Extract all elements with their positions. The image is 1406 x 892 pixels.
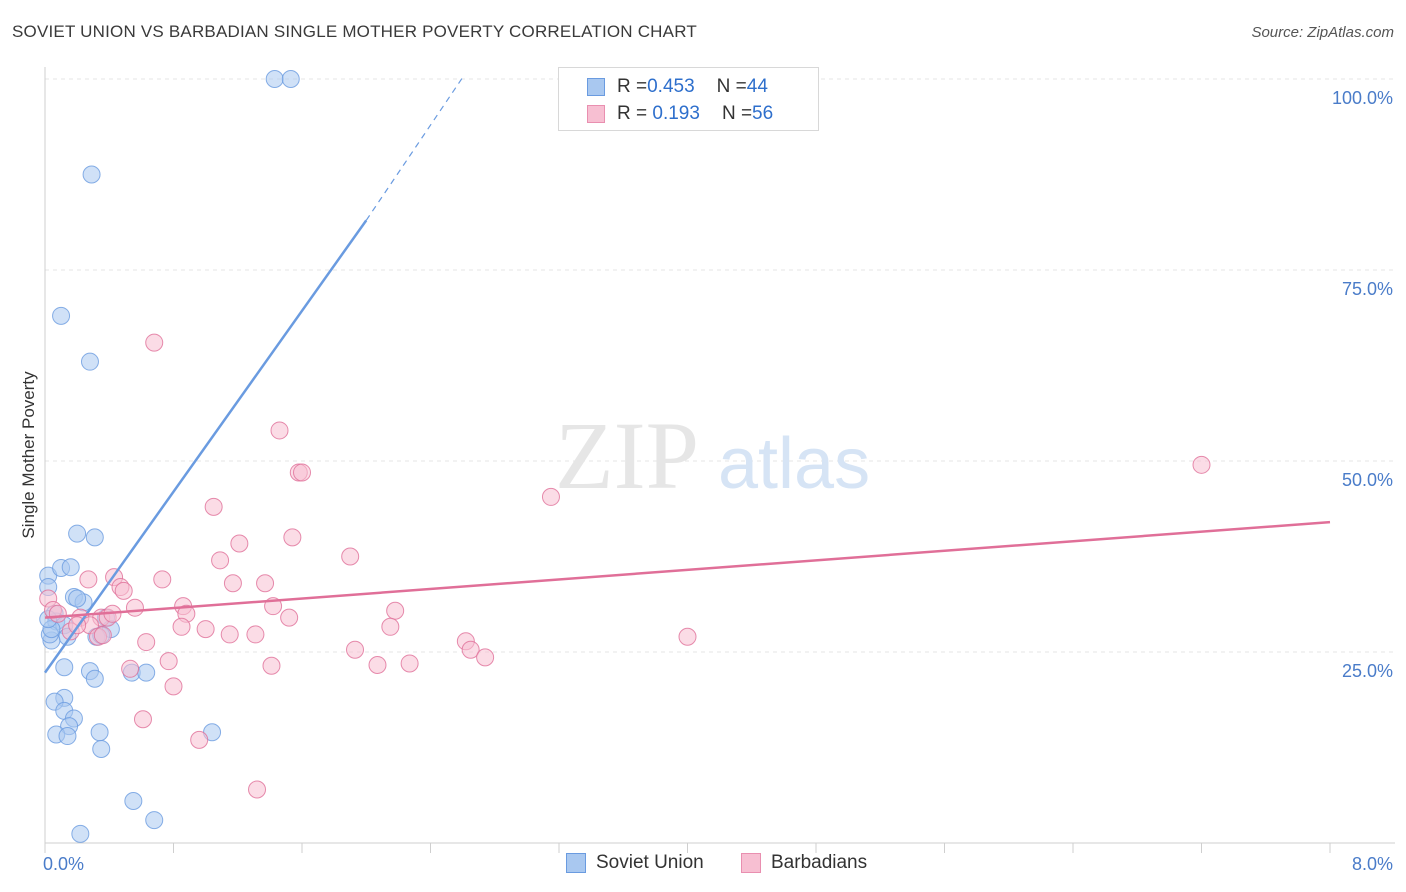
- point-soviet-union-26: [85, 669, 104, 688]
- point-barbadians-7: [230, 534, 249, 553]
- point-barbadians-4: [1192, 455, 1211, 474]
- y-tick-label-2: 50.0%: [1342, 470, 1393, 490]
- bottom-legend-label-soviet-union: Soviet Union: [596, 852, 704, 873]
- point-barbadians-46: [262, 656, 281, 675]
- legend-r-label: R =: [617, 103, 648, 124]
- point-barbadians-51: [133, 710, 152, 729]
- point-barbadians-6: [204, 497, 223, 516]
- legend-n-label: N =: [721, 103, 753, 124]
- y-tick-label-1: 75.0%: [1342, 279, 1393, 299]
- point-barbadians-52: [190, 730, 209, 749]
- point-soviet-union-9: [61, 558, 80, 577]
- point-soviet-union-36: [90, 723, 109, 742]
- legend-r-value: 0.193: [647, 103, 700, 124]
- watermark: ZIP atlas: [555, 402, 870, 509]
- point-barbadians-53: [248, 780, 267, 799]
- legend-r-value: 0.453: [647, 76, 695, 97]
- point-barbadians-30: [172, 617, 191, 636]
- point-barbadians-0: [145, 333, 164, 352]
- source-label: Source: ZipAtlas.com: [1251, 24, 1394, 41]
- point-barbadians-36: [93, 626, 112, 645]
- tick-labels: 100.0% 75.0% 50.0% 25.0% 0.0% 8.0%: [43, 88, 1393, 874]
- point-barbadians-8: [283, 528, 302, 547]
- point-soviet-union-28: [137, 663, 156, 682]
- point-barbadians-47: [368, 655, 387, 674]
- point-soviet-union-35: [58, 727, 77, 746]
- legend-n-label: N =: [716, 76, 747, 97]
- point-soviet-union-4: [80, 352, 99, 371]
- point-barbadians-1: [270, 421, 289, 440]
- legend-r-label: R =: [617, 76, 648, 97]
- point-soviet-union-6: [85, 528, 104, 547]
- grid-lines: [45, 78, 1395, 653]
- point-barbadians-50: [164, 677, 183, 696]
- point-soviet-union-41: [71, 824, 90, 843]
- point-soviet-union-39: [124, 791, 143, 810]
- legend-swatch-soviet-union: [587, 78, 605, 96]
- point-barbadians-15: [256, 574, 275, 593]
- point-soviet-union-2: [82, 165, 101, 184]
- point-barbadians-31: [196, 620, 215, 639]
- point-barbadians-49: [121, 659, 140, 678]
- point-soviet-union-5: [68, 524, 87, 543]
- point-barbadians-23: [48, 604, 67, 623]
- point-soviet-union-40: [145, 811, 164, 830]
- bottom-legend-swatch-soviet-union: [566, 853, 586, 873]
- watermark-zip: ZIP: [555, 402, 699, 509]
- legend-row-soviet-union: R = 0.453 N = 44: [587, 74, 768, 100]
- point-barbadians-3: [293, 463, 311, 482]
- bottom-legend-swatch-barbadians: [741, 853, 761, 873]
- point-barbadians-14: [223, 574, 242, 593]
- point-barbadians-17: [114, 581, 133, 600]
- trend-lines: [43, 77, 1331, 674]
- legend-row-barbadians: R = 0.193 N = 56: [587, 101, 773, 127]
- point-soviet-union-3: [52, 306, 71, 325]
- trend-line-soviet-union: [43, 219, 368, 674]
- point-barbadians-37: [220, 625, 239, 644]
- x-tick-label-0: 0.0%: [43, 854, 84, 874]
- chart-title: SOVIET UNION VS BARBADIAN SINGLE MOTHER …: [12, 22, 697, 41]
- point-barbadians-9: [341, 547, 360, 566]
- point-barbadians-38: [246, 625, 265, 644]
- correlation-legend: R = 0.453 N = 44 R = 0.193 N = 56: [558, 67, 819, 131]
- point-barbadians-5: [541, 487, 560, 506]
- y-tick-label-0: 100.0%: [1332, 88, 1393, 108]
- point-soviet-union-14: [68, 589, 87, 608]
- axes: [44, 67, 1395, 853]
- trend-extension-soviet-union: [365, 77, 464, 221]
- point-barbadians-45: [159, 652, 178, 671]
- point-barbadians-44: [476, 648, 495, 667]
- series-barbadians-points: [39, 333, 1211, 799]
- bottom-legend-label-barbadians: Barbadians: [771, 852, 868, 873]
- legend-swatch-barbadians: [587, 105, 605, 123]
- point-barbadians-10: [211, 551, 230, 570]
- point-soviet-union-24: [55, 658, 74, 677]
- point-barbadians-33: [381, 617, 400, 636]
- point-barbadians-11: [153, 570, 172, 589]
- y-tick-label-3: 25.0%: [1342, 661, 1393, 681]
- series-soviet-union-points: [39, 70, 300, 843]
- watermark-atlas: atlas: [718, 424, 870, 504]
- point-soviet-union-0: [265, 70, 284, 88]
- point-barbadians-42: [346, 640, 365, 659]
- point-barbadians-43: [461, 640, 480, 659]
- point-barbadians-28: [386, 601, 405, 620]
- point-soviet-union-1: [281, 70, 300, 88]
- point-barbadians-20: [125, 598, 144, 617]
- legend-n-value: 44: [746, 76, 768, 97]
- legend-n-value: 56: [752, 103, 774, 124]
- point-barbadians-39: [137, 633, 156, 652]
- point-barbadians-48: [400, 654, 419, 673]
- point-soviet-union-38: [92, 740, 111, 759]
- bottom-legend-soviet-union[interactable]: Soviet Union: [566, 852, 704, 874]
- bottom-legend-barbadians[interactable]: Barbadians: [741, 852, 867, 874]
- point-barbadians-32: [280, 608, 299, 627]
- point-barbadians-41: [678, 627, 697, 646]
- point-barbadians-12: [79, 570, 98, 589]
- trend-line-barbadians: [44, 520, 1331, 619]
- x-tick-label-1: 8.0%: [1352, 854, 1393, 874]
- y-axis-label: Single Mother Poverty: [19, 371, 38, 539]
